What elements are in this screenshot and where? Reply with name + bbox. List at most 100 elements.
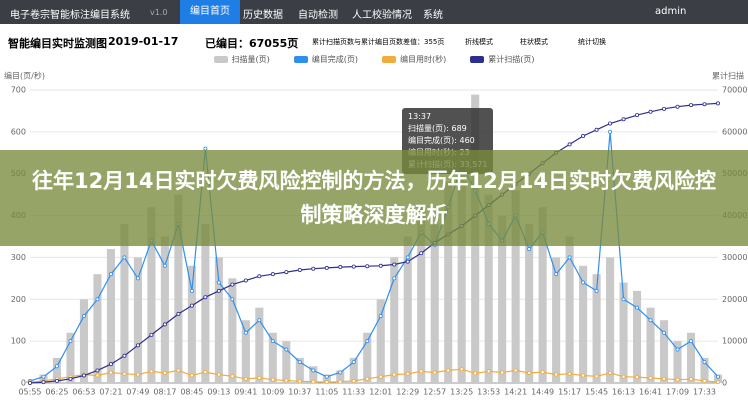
point xyxy=(405,259,410,264)
point xyxy=(95,368,100,373)
x-tick-label: 08:45 xyxy=(180,388,203,397)
point xyxy=(581,134,586,139)
point xyxy=(689,377,694,382)
y-tick-label: 600 xyxy=(11,127,26,136)
point xyxy=(297,360,302,365)
point xyxy=(689,339,694,344)
bar xyxy=(686,332,696,383)
bar xyxy=(255,307,264,383)
point xyxy=(351,264,356,269)
point xyxy=(162,370,167,375)
y2-tick-label: 0 xyxy=(722,379,727,388)
user-menu[interactable]: admin xyxy=(655,6,687,17)
x-tick-label: 10:09 xyxy=(261,388,284,397)
point xyxy=(230,282,235,287)
point xyxy=(594,288,599,293)
mode-button[interactable]: 统计切换 xyxy=(578,38,606,46)
menu-item[interactable]: 编目首页 xyxy=(180,0,240,24)
bar xyxy=(498,215,507,383)
x-tick-label: 09:13 xyxy=(207,388,230,397)
legend-swatch xyxy=(382,56,396,63)
bar xyxy=(228,278,237,383)
bar xyxy=(133,257,142,383)
mode-button[interactable]: 柱状模式 xyxy=(520,38,548,46)
point xyxy=(243,376,248,381)
x-tick-label: 12:01 xyxy=(369,388,392,397)
point xyxy=(54,378,59,383)
y2-tick-label: 60000 xyxy=(722,127,747,136)
point xyxy=(662,376,667,381)
point xyxy=(270,272,275,277)
bar xyxy=(282,341,291,383)
bar xyxy=(147,207,156,383)
point xyxy=(702,102,707,107)
point xyxy=(378,263,383,268)
point xyxy=(243,330,248,335)
point xyxy=(365,264,370,269)
point xyxy=(527,247,532,252)
menu-item[interactable]: 自动检测 xyxy=(298,10,338,21)
x-tick-label: 12:57 xyxy=(423,388,446,397)
point xyxy=(149,369,154,374)
point xyxy=(176,368,181,373)
point xyxy=(176,311,181,316)
point xyxy=(608,370,613,375)
point xyxy=(351,360,356,365)
point xyxy=(419,369,424,374)
point xyxy=(54,364,59,369)
point xyxy=(81,373,86,378)
point xyxy=(338,370,343,375)
point xyxy=(567,255,572,260)
toolbar-title: 智能编目实时监测图 xyxy=(8,37,107,50)
menu-item[interactable]: 历史数据 xyxy=(243,10,283,21)
point xyxy=(594,374,599,379)
bar xyxy=(579,265,588,383)
bar xyxy=(363,332,372,383)
point xyxy=(216,372,221,377)
x-tick-label: 10:37 xyxy=(288,388,311,397)
app-title: 电子卷宗智能标注编目系统 xyxy=(10,10,130,21)
bar xyxy=(120,223,129,383)
point xyxy=(554,372,559,377)
bar xyxy=(187,265,196,383)
legend-item: 编目用时(秒) xyxy=(382,55,446,64)
point xyxy=(311,368,316,373)
bar xyxy=(713,374,723,383)
point xyxy=(662,106,667,111)
y2-tick-label: 10000 xyxy=(722,337,747,346)
point xyxy=(567,142,572,147)
point xyxy=(392,262,397,267)
bar xyxy=(430,223,439,383)
point xyxy=(675,347,680,352)
bar xyxy=(268,332,277,383)
point xyxy=(621,297,626,302)
menu-item[interactable]: 人工校验情况 xyxy=(352,10,412,21)
legend: 扫描量(页) 编目完成(页) 编目用时(秒) 累计扫描(页) xyxy=(0,54,748,65)
point xyxy=(351,378,356,383)
point xyxy=(284,347,289,352)
point xyxy=(567,371,572,376)
point xyxy=(635,113,640,118)
point xyxy=(257,375,262,380)
legend-item: 累计扫描(页) xyxy=(470,55,535,64)
mode-button[interactable]: 折线模式 xyxy=(465,38,493,46)
point xyxy=(284,378,289,383)
legend-label: 累计扫描(页) xyxy=(488,55,535,64)
legend-swatch xyxy=(213,56,228,63)
point xyxy=(108,370,113,375)
bar xyxy=(66,332,75,383)
point xyxy=(95,297,100,302)
legend-item: 编目完成(页) xyxy=(293,55,358,64)
point xyxy=(675,104,680,109)
point xyxy=(311,266,316,271)
point xyxy=(81,314,86,319)
point xyxy=(135,276,140,281)
point xyxy=(216,288,221,293)
version: v1.0 xyxy=(150,8,168,17)
point xyxy=(297,267,302,272)
point xyxy=(635,375,640,380)
menu-item[interactable]: 系统 xyxy=(423,10,443,21)
x-tick-label: 13:53 xyxy=(477,388,500,397)
legend-swatch xyxy=(293,56,308,63)
